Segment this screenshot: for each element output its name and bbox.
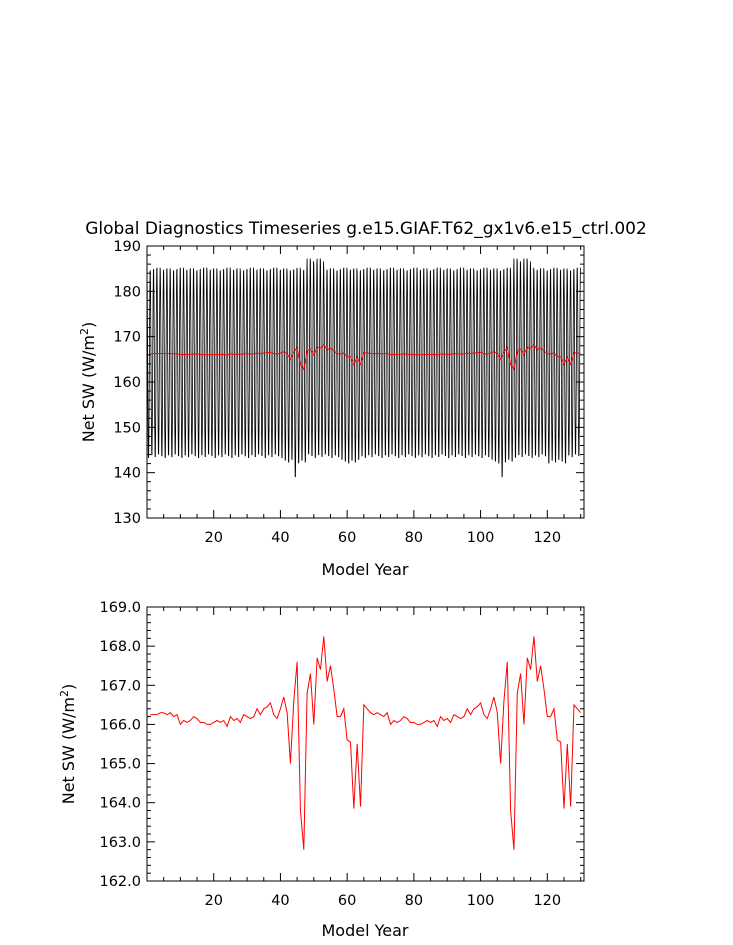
bottom-x-tick-label: 20: [204, 893, 222, 909]
top-x-tick-label: 40: [271, 530, 289, 546]
bottom-chart-ticks: 20 40 60 80 100 120 162.0 163.0 164.0 165.0 166.0 1…: [99, 600, 584, 909]
bottom-x-tick-label: 120: [533, 893, 561, 909]
bottom-x-tick-label: 100: [467, 893, 495, 909]
bottom-y-tick-label: 163.0: [99, 835, 141, 851]
bottom-y-tick-label: 164.0: [99, 796, 141, 812]
top-y-tick-label: 170: [113, 330, 141, 346]
bottom-y-tick-label: 168.0: [99, 639, 141, 655]
bottom-chart: 20 40 60 80 100 120 162.0 163.0 164.0 165.0 166.0 1…: [58, 600, 585, 940]
top-monthly-series-line: [146, 258, 581, 478]
bottom-y-tick-label: 165.0: [99, 757, 141, 773]
bottom-y-tick-label: 169.0: [99, 600, 141, 616]
top-x-tick-label: 100: [467, 530, 495, 546]
bottom-y-tick-label: 167.0: [99, 678, 141, 694]
chart-title: Global Diagnostics Timeseries g.e15.GIAF…: [85, 219, 647, 239]
top-chart: 20 40 60 80 100 120 130 140 150 160 170 180 190 Mode…: [78, 239, 585, 579]
bottom-x-tick-label: 40: [271, 893, 289, 909]
top-chart-marks: [146, 258, 581, 478]
top-y-tick-label: 140: [113, 466, 141, 482]
bottom-annual-mean-series-line: [150, 636, 582, 850]
top-chart-ticks: 20 40 60 80 100 120 130 140 150 160 170 180 190: [113, 239, 584, 546]
bottom-x-tick-label: 60: [338, 893, 356, 909]
bottom-y-tick-label: 166.0: [99, 717, 141, 733]
top-y-tick-label: 150: [113, 420, 141, 436]
top-y-tick-label: 190: [113, 239, 141, 255]
bottom-chart-y-axis-label: Net SW (W/m2): [58, 684, 78, 805]
top-x-tick-label: 60: [338, 530, 356, 546]
top-y-tick-label: 130: [113, 511, 141, 527]
top-chart-y-axis-label: Net SW (W/m2): [78, 322, 98, 443]
bottom-chart-x-axis-label: Model Year: [322, 921, 409, 940]
bottom-x-tick-label: 80: [405, 893, 423, 909]
top-y-tick-label: 180: [113, 284, 141, 300]
top-annual-mean-series-line: [150, 343, 581, 371]
top-y-tick-label: 160: [113, 375, 141, 391]
bottom-y-tick-label: 162.0: [99, 874, 141, 890]
bottom-chart-marks: [150, 636, 582, 850]
top-x-tick-label: 20: [204, 530, 222, 546]
top-x-tick-label: 120: [533, 530, 561, 546]
top-x-tick-label: 80: [405, 530, 423, 546]
bottom-chart-frame: [146, 606, 585, 882]
top-chart-x-axis-label: Model Year: [322, 560, 409, 579]
